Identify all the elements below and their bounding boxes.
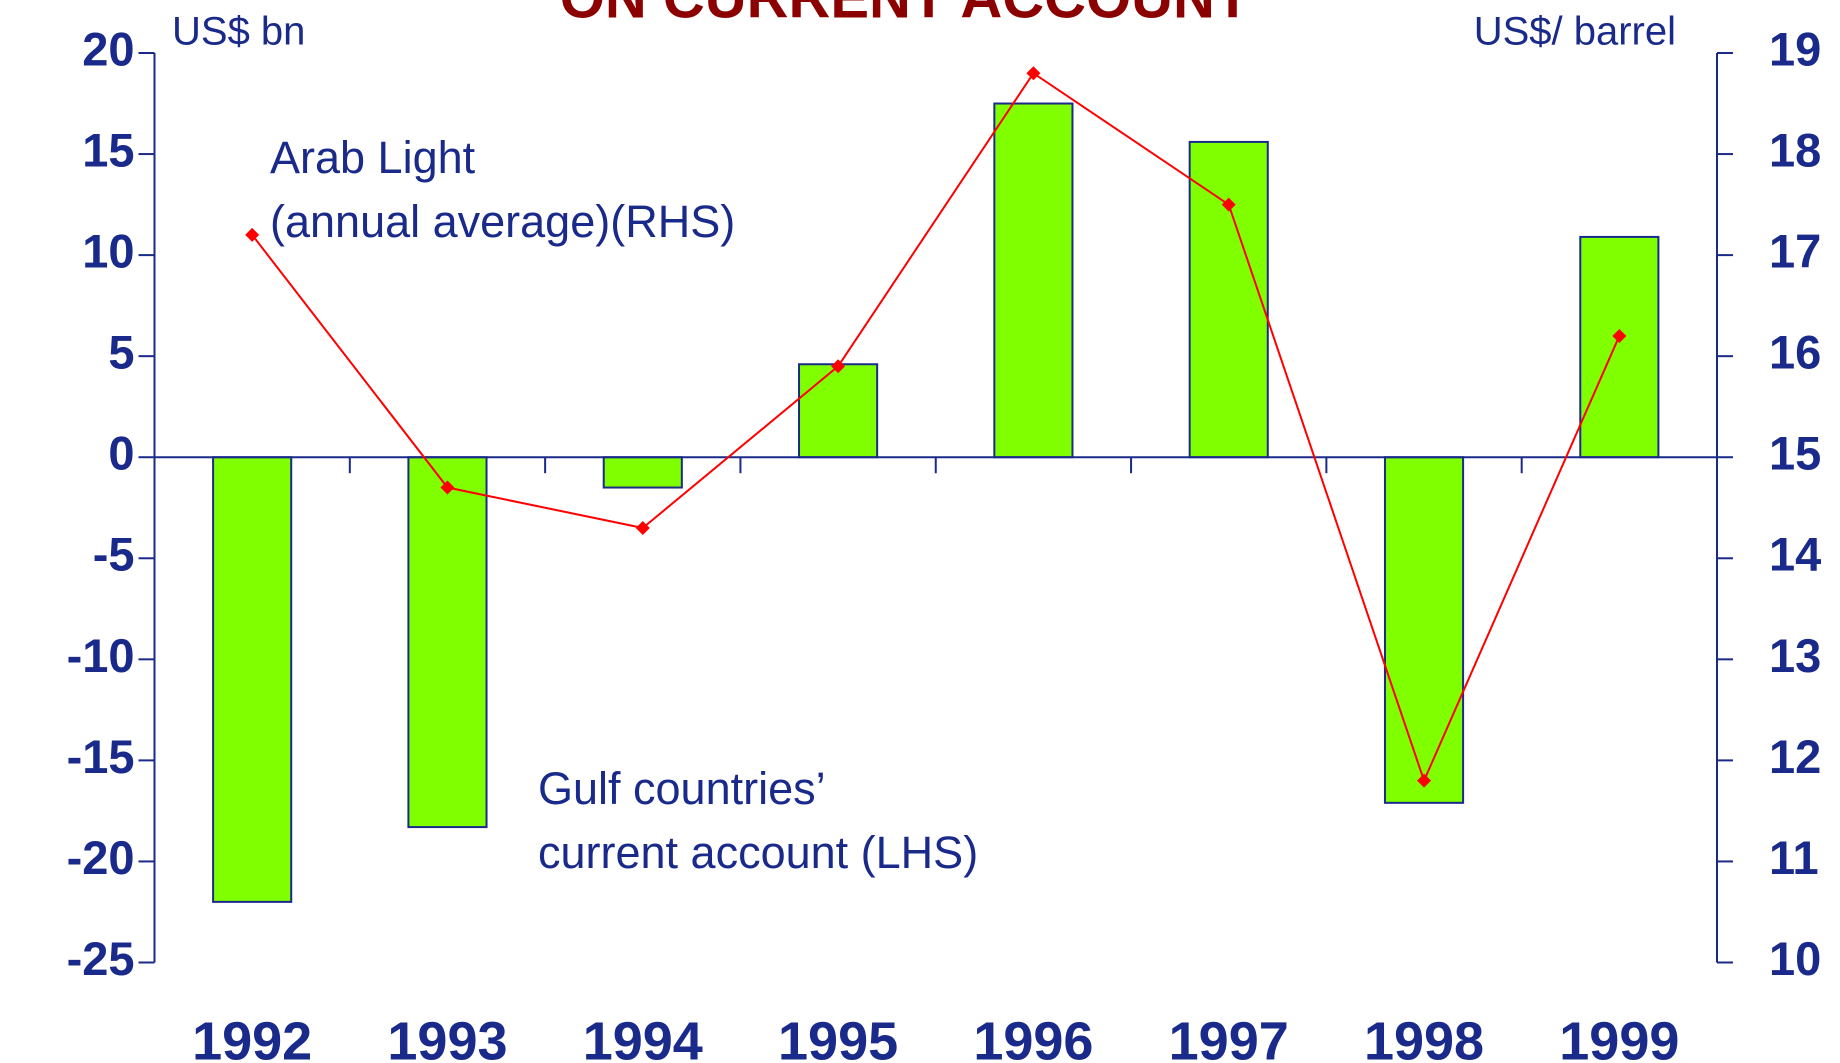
y2-tick-label: 19 (1769, 22, 1821, 75)
bar (407, 456, 488, 829)
marker (440, 480, 455, 495)
y-axis-label: US$ bn (172, 10, 305, 54)
y-tick-label: -15 (67, 730, 135, 783)
x-tick-label: 1995 (778, 1011, 898, 1063)
x-tick-label: 1996 (973, 1011, 1093, 1063)
x-tick-label: 1997 (1169, 1011, 1289, 1063)
x-tick-label: 1992 (192, 1011, 312, 1063)
y2-tick-label: 18 (1769, 123, 1821, 176)
y2-tick-label: 12 (1769, 730, 1821, 783)
marker (1221, 197, 1236, 212)
y-tick-label: 20 (82, 22, 134, 75)
bar (1188, 140, 1269, 459)
y-tick-label: -10 (67, 629, 135, 682)
marker (1612, 328, 1627, 343)
x-tick-label: 1999 (1559, 1011, 1679, 1063)
bar (1579, 235, 1660, 459)
bar (798, 363, 879, 459)
y-tick-label: 15 (82, 123, 134, 176)
y2-tick-label: 10 (1769, 932, 1821, 985)
annotation: Gulf countries’ (538, 763, 826, 814)
y-tick-label: -25 (67, 932, 135, 985)
line (251, 71, 1621, 784)
x-tick-label: 1994 (583, 1011, 703, 1063)
annotation: Arab Light (270, 132, 476, 183)
y2-axis-label: US$/ barrel (1474, 10, 1676, 54)
annotation: (annual average)(RHS) (270, 196, 735, 247)
y2-tick-label: 13 (1769, 629, 1821, 682)
y-tick-label: 5 (108, 326, 134, 379)
marker (1417, 773, 1432, 788)
y2-tick-label: 14 (1769, 528, 1821, 581)
marker (635, 520, 650, 535)
x-tick-label: 1993 (387, 1011, 507, 1063)
bar (602, 456, 683, 489)
bar (212, 456, 293, 903)
y2-tick-label: 15 (1769, 427, 1821, 480)
bar (1383, 456, 1465, 804)
marker (245, 227, 260, 242)
chart-title: ON CURRENT ACCOUNT (560, 0, 1251, 30)
marker (831, 359, 846, 374)
y2-tick-label: 11 (1769, 831, 1819, 884)
marker (1026, 66, 1041, 81)
x-tick-label: 1998 (1364, 1011, 1484, 1063)
y-tick-label: 0 (108, 427, 134, 480)
bar (993, 102, 1074, 459)
y-tick-label: 10 (82, 225, 134, 278)
y-tick-label: -20 (67, 831, 135, 884)
y-tick-label: -5 (93, 528, 135, 581)
y2-tick-label: 17 (1769, 225, 1821, 278)
y2-tick-label: 16 (1769, 326, 1821, 379)
annotation: current account (LHS) (538, 827, 978, 878)
